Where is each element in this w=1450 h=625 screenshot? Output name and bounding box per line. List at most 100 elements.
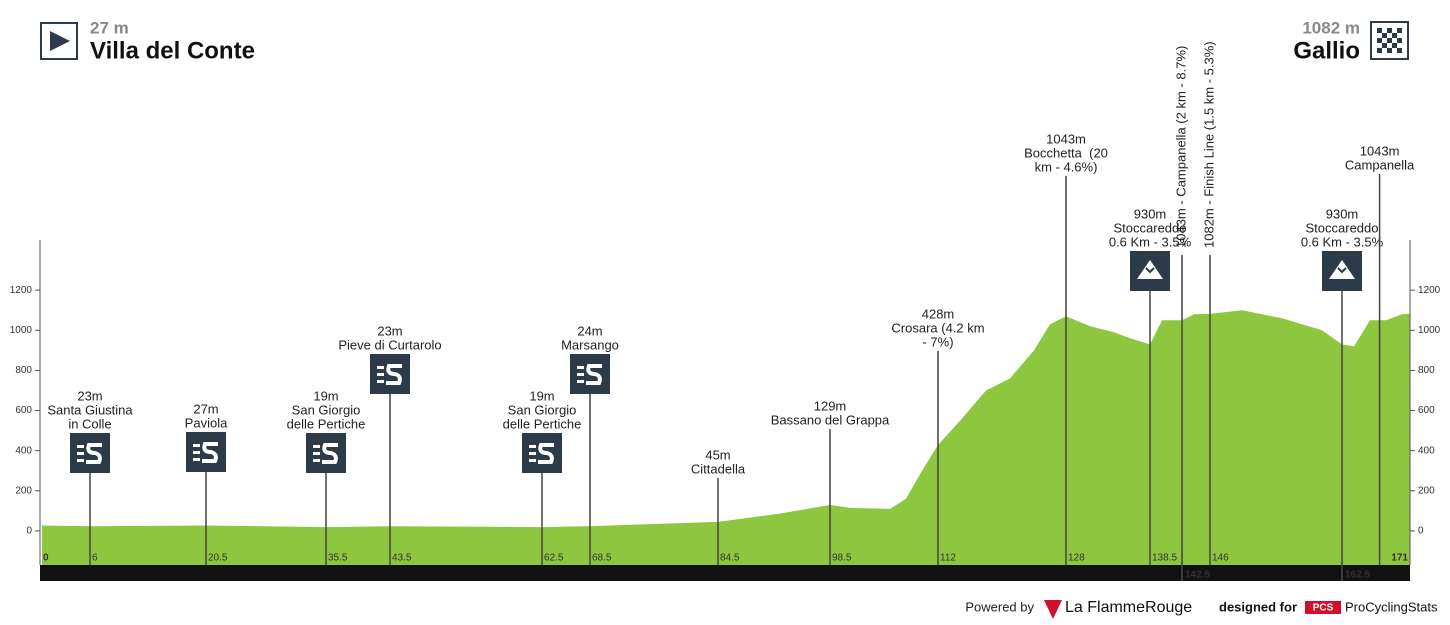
waypoint-name: Stoccareddo bbox=[1114, 220, 1187, 235]
waypoint-name: Cittadella bbox=[691, 461, 746, 476]
brand: La FlammeRouge bbox=[1065, 599, 1192, 616]
y-tick-label: 600 bbox=[1418, 405, 1435, 416]
sprint-icon-bar bbox=[377, 380, 384, 383]
sprint-icon-s bbox=[386, 364, 402, 385]
y-tick-label: 0 bbox=[1418, 526, 1424, 537]
sprint-icon-bar bbox=[577, 380, 584, 383]
waypoint-name: Pieve di Curtarolo bbox=[338, 337, 441, 352]
waypoint-name: delle Pertiche bbox=[287, 416, 366, 431]
checker-square bbox=[1397, 28, 1402, 33]
y-tick-label: 800 bbox=[15, 365, 32, 376]
start-town: Villa del Conte bbox=[90, 37, 255, 64]
checker-square bbox=[1397, 38, 1402, 43]
checker-square bbox=[1377, 38, 1382, 43]
powered-by: Powered by bbox=[965, 599, 1034, 614]
y-tick-label: 200 bbox=[1418, 485, 1435, 496]
x-tick-label: 138.5 bbox=[1152, 553, 1177, 564]
waypoint-altitude: 930m bbox=[1326, 206, 1359, 221]
waypoint-name: Santa Giustina bbox=[47, 402, 133, 417]
waypoint-altitude: 930m bbox=[1134, 206, 1167, 221]
waypoint-name: 0.6 Km - 3.5% bbox=[1301, 234, 1384, 249]
x-tick-label: 20.5 bbox=[208, 553, 228, 564]
sprint-icon-bar bbox=[313, 459, 320, 462]
waypoint-name: - 7%) bbox=[922, 334, 953, 349]
checker-square bbox=[1387, 48, 1392, 53]
x-tick-label: 128 bbox=[1068, 553, 1085, 564]
x-tick-label: 146 bbox=[1212, 553, 1229, 564]
sprint-icon-bar bbox=[377, 366, 384, 369]
x-tick-label: 6 bbox=[92, 553, 98, 564]
y-tick-label: 0 bbox=[26, 526, 32, 537]
y-tick-label: 400 bbox=[1418, 445, 1435, 456]
waypoint-name: 0.6 Km - 3.5% bbox=[1109, 234, 1192, 249]
y-tick-label: 1200 bbox=[10, 285, 33, 296]
waypoint-altitude: 19m bbox=[529, 388, 554, 403]
vertical-label: 1043m - Campanella (2 km - 8.7%) bbox=[1173, 46, 1188, 248]
y-tick-label: 200 bbox=[15, 485, 32, 496]
sprint-icon-bar bbox=[377, 373, 384, 376]
waypoint-name: delle Pertiche bbox=[503, 416, 582, 431]
waypoint-name: Paviola bbox=[185, 415, 228, 430]
waypoint-altitude: 23m bbox=[377, 323, 402, 338]
start-altitude: 27 m bbox=[90, 18, 129, 37]
sprint-icon-bar bbox=[193, 451, 200, 454]
waypoint-altitude: 27m bbox=[193, 401, 218, 416]
sprint-icon-s bbox=[202, 442, 218, 463]
waypoint-name: Bocchetta (20 bbox=[1024, 145, 1108, 160]
x-tick-label: 98.5 bbox=[832, 553, 852, 564]
sprint-icon-bar bbox=[313, 452, 320, 455]
profile-area bbox=[42, 310, 1410, 565]
sprint-icon-bar bbox=[77, 445, 84, 448]
sprint-icon-bar bbox=[193, 458, 200, 461]
waypoint-name: km - 4.6%) bbox=[1035, 159, 1098, 174]
start-icon bbox=[40, 22, 78, 60]
y-tick-label: 1200 bbox=[1418, 285, 1441, 296]
checker-square bbox=[1382, 33, 1387, 38]
waypoint-name: in Colle bbox=[68, 416, 111, 431]
y-tick-label: 800 bbox=[1418, 365, 1435, 376]
climb-icon-mountain bbox=[1329, 260, 1355, 279]
climb-icon-snow bbox=[1145, 267, 1155, 274]
y-tick-label: 1000 bbox=[10, 325, 33, 336]
waypoint-name: Campanella bbox=[1345, 157, 1415, 172]
waypoint-altitude: 129m bbox=[814, 398, 847, 413]
finish-flag bbox=[1377, 28, 1402, 53]
waypoint-altitude: 24m bbox=[577, 323, 602, 338]
pcs-text: PCS bbox=[1313, 603, 1334, 614]
waypoint-altitude: 428m bbox=[922, 306, 955, 321]
climb-icon-snow bbox=[1337, 267, 1347, 274]
x-tick-label: 68.5 bbox=[592, 553, 612, 564]
sprint-icon-bar bbox=[577, 373, 584, 376]
sprint-icon-bar bbox=[77, 452, 84, 455]
checker-square bbox=[1397, 48, 1402, 53]
checker-square bbox=[1392, 33, 1397, 38]
bar-tick-label: 162.5 bbox=[1345, 570, 1370, 581]
waypoint-altitude: 23m bbox=[77, 388, 102, 403]
finish-icon bbox=[1370, 21, 1409, 60]
sprint-icon-s bbox=[322, 443, 338, 464]
sprint-icon-s bbox=[586, 364, 602, 385]
checker-square bbox=[1392, 43, 1397, 48]
finish-altitude: 1082 m bbox=[1302, 18, 1360, 37]
y-tick-label: 600 bbox=[15, 405, 32, 416]
x-tick-label: 84.5 bbox=[720, 553, 740, 564]
start-icon-arrow bbox=[50, 31, 70, 51]
sprint-icon-bar bbox=[529, 459, 536, 462]
x-tick-label: 62.5 bbox=[544, 553, 564, 564]
waypoint-altitude: 45m bbox=[705, 447, 730, 462]
waypoint-name: Crosara (4.2 km bbox=[891, 320, 984, 335]
sprint-icon-s bbox=[538, 443, 554, 464]
waypoint-name: Bassano del Grappa bbox=[771, 412, 890, 427]
bar-tick-label: 142.5 bbox=[1185, 570, 1210, 581]
finish-town: Gallio bbox=[1293, 37, 1360, 64]
waypoint-name: Stoccareddo bbox=[1306, 220, 1379, 235]
sprint-icon-bar bbox=[577, 366, 584, 369]
waypoint-name: Marsango bbox=[561, 337, 619, 352]
x-tick-label: 0 bbox=[43, 553, 49, 564]
x-tick-label: 35.5 bbox=[328, 553, 348, 564]
checker-square bbox=[1377, 28, 1382, 33]
waypoint-name: San Giorgio bbox=[292, 402, 361, 417]
waypoint-altitude: 1043m bbox=[1046, 131, 1086, 146]
x-tick-label: 112 bbox=[940, 553, 956, 564]
